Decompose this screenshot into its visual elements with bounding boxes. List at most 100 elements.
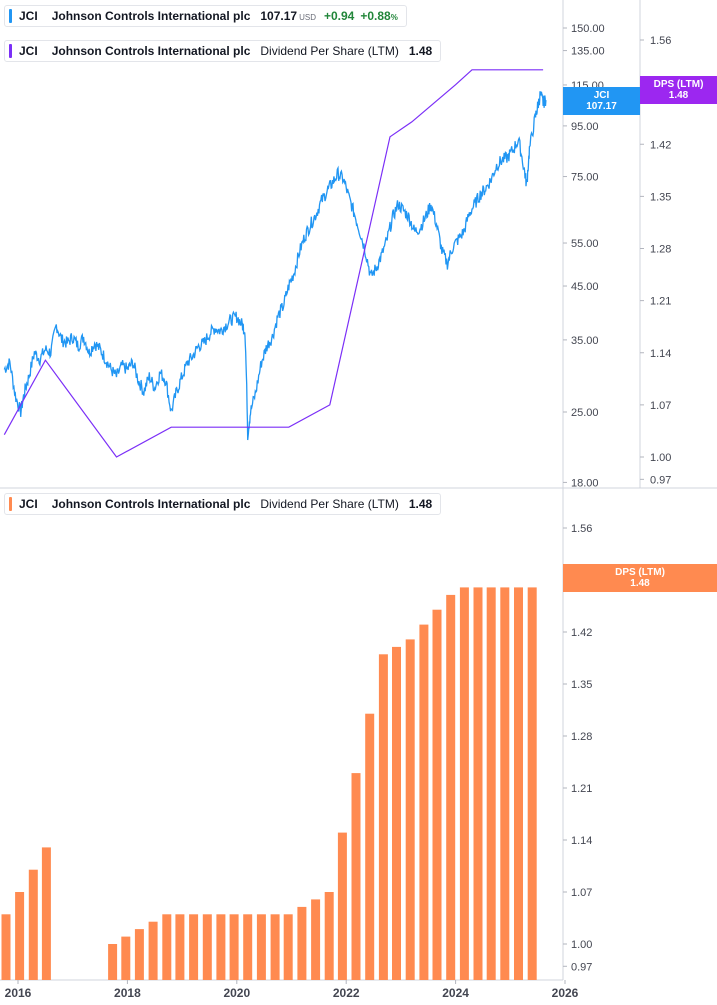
dps-bottom-tag-value: 1.48 [630,578,650,589]
dps-top-series-swatch [9,44,12,58]
dps-top-legend[interactable]: JCI Johnson Controls International plc D… [4,40,442,62]
price-legend-value: 107.17 [260,9,298,23]
price-axis-tick-label: 25.00 [571,407,599,419]
dps-top-legend-value: 1.48 [408,44,433,58]
dps-bottom-series-swatch [9,497,12,511]
price-legend-pct-sign: % [390,13,398,22]
dps-bar [121,936,131,980]
dps-bottom-legend-ticker: JCI [19,497,38,511]
dps-bar [473,587,483,980]
price-legend-change-pct-value: +0.88 [360,9,391,23]
time-axis-tick-label: 2016 [5,986,32,1000]
dps-bar [527,587,537,980]
dps-bar [283,914,293,980]
price-tag-ticker: JCI [593,90,610,101]
dps-bar [108,944,118,980]
time-axis-tick-label: 2026 [552,986,579,1000]
price-axis-tick-label: 35.00 [571,335,599,347]
dps-bottom-last-value-tag: DPS (LTM) 1.48 [563,564,717,592]
dps-axis-tick-label: 0.97 [650,474,671,486]
dps-bar [365,713,375,980]
dps-bar [1,914,11,980]
price-axis-tick-label: 150.00 [571,23,605,35]
dps-axis-tick-label: 1.07 [650,400,671,412]
dps-bottom-legend-metric: Dividend Per Share (LTM) [260,497,399,511]
dps-bar [256,914,266,980]
dps-top-legend-ticker: JCI [19,44,38,58]
dps-bar [337,832,347,980]
dps-bar [229,914,239,980]
dps-bar [216,914,226,980]
price-last-value-tag: JCI 107.17 [563,87,640,115]
dps-bar [351,773,361,980]
dps-bar [459,587,469,980]
dps-axis-tick-label: 1.56 [650,35,671,47]
dps-top-tag-label: DPS (LTM) [653,79,704,90]
dps-bottom-legend[interactable]: JCI Johnson Controls International plc D… [4,493,442,515]
dps-top-legend-name: Johnson Controls International plc [51,44,251,58]
price-legend-ticker: JCI [19,9,38,23]
dps-bottom-axis-tick-label: 1.00 [571,939,592,951]
dps-bar [243,914,253,980]
dps-bar [41,847,51,980]
dps-bar [392,646,401,980]
dps-bar [419,624,429,980]
dps-bottom-axis-tick-label: 1.56 [571,523,592,535]
price-series-line [3,91,547,441]
time-axis-tick-label: 2020 [223,986,250,1000]
dps-bar [324,892,334,980]
dps-bottom-axis-tick-label: 1.07 [571,887,592,899]
price-axis-tick-label: 18.00 [571,477,599,489]
dps-bar [446,594,456,980]
dps-bar [297,906,307,980]
dps-bar [134,929,144,980]
dps-bottom-axis-tick-label: 1.35 [571,679,592,691]
time-axis: 2016 2018 2020 2022 2024 2026 [5,980,579,1000]
dps-bar [500,587,510,980]
dps-bottom-tag-label: DPS (LTM) [615,567,665,578]
price-axis-tick-label: 45.00 [571,281,599,293]
price-legend[interactable]: JCI Johnson Controls International plc 1… [4,5,407,27]
time-axis-tick-label: 2018 [114,986,141,1000]
dps-bottom-axis-tick-label: 1.21 [571,783,592,795]
dps-bar [405,639,415,980]
top-plot-area [3,69,547,458]
dps-bottom-axis-tick-label: 0.97 [571,961,592,973]
dps-bottom-axis-tick-label: 1.14 [571,835,592,847]
dps-bar [270,914,280,980]
time-axis-tick-label: 2022 [333,986,360,1000]
price-legend-change-pct: +0.88% [360,9,398,23]
dps-bottom-legend-name: Johnson Controls International plc [51,497,251,511]
dps-bar [15,892,25,980]
dps-bar [311,899,321,980]
dps-bar [432,609,442,980]
dps-bottom-axis-tick-label: 1.42 [571,627,592,639]
time-axis-tick-label: 2024 [442,986,469,1000]
dps-bar [162,914,172,980]
dps-axis-tick-label: 1.14 [650,348,671,360]
price-tag-value: 107.17 [586,101,617,112]
dps-axis-tick-label: 1.35 [650,191,671,203]
dps-axis-tick-label: 1.42 [650,139,671,151]
dps-top-last-value-tag: DPS (LTM) 1.48 [640,76,717,104]
dps-axis-tick-label: 1.00 [650,452,671,464]
price-series-swatch [9,9,12,23]
dps-bar-plot [1,587,537,980]
dps-bar [189,914,199,980]
dps-bar [175,914,185,980]
dps-bottom-legend-value: 1.48 [408,497,433,511]
price-legend-change: +0.94 [323,9,355,23]
price-legend-name: Johnson Controls International plc [51,9,251,23]
dps-top-tag-value: 1.48 [668,90,689,101]
dps-bottom-axis-tick-label: 1.28 [571,731,592,743]
price-axis-tick-label: 75.00 [571,172,599,184]
dps-top-series-line [3,69,544,458]
dps-axis-tick-label: 1.28 [650,244,671,256]
price-axis: 150.00135.00115.0095.0075.0055.0045.0035… [563,23,605,489]
dps-bar [378,654,388,980]
price-axis-tick-label: 95.00 [571,121,599,133]
dps-top-legend-metric: Dividend Per Share (LTM) [260,44,399,58]
dps-axis-top: 1.56 1.42 1.35 1.28 1.21 1.14 1.07 1.00 0.97 [640,35,671,486]
dps-bar [514,587,523,980]
